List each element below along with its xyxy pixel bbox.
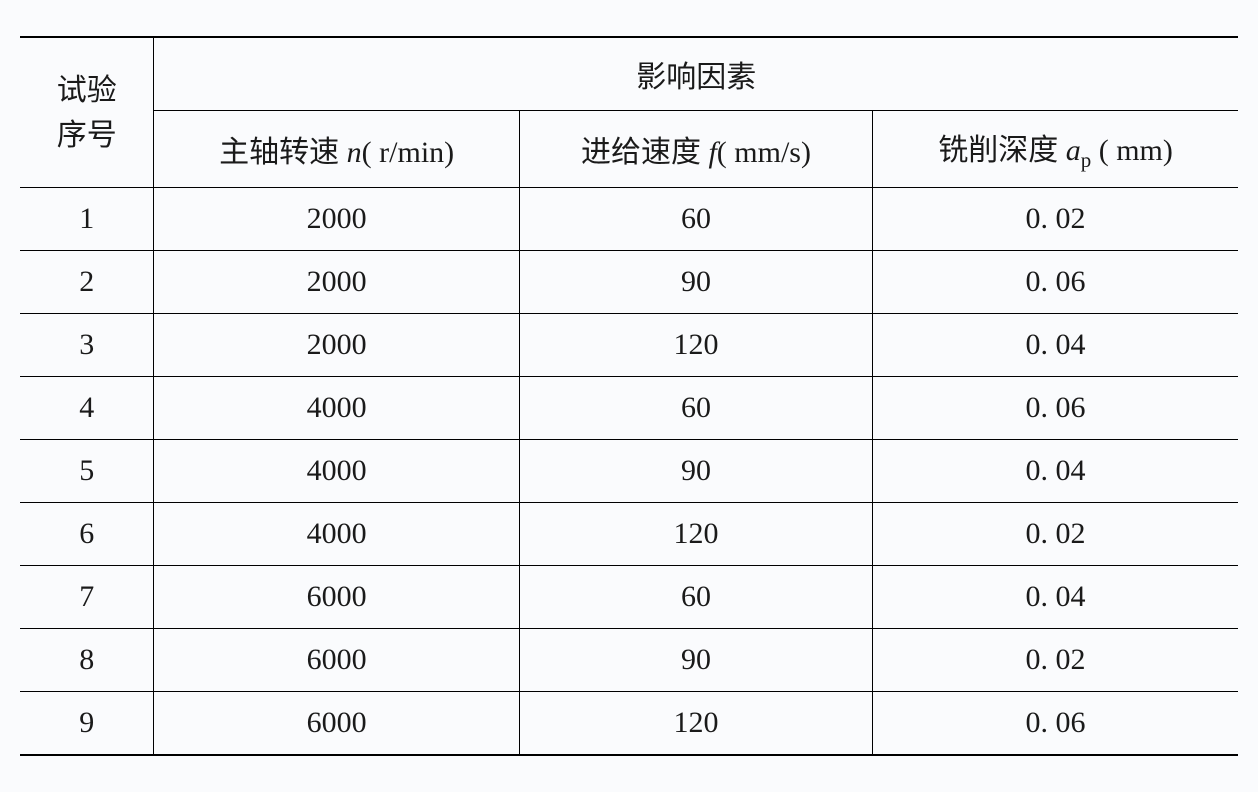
cell-feed: 120 — [519, 503, 872, 566]
cell-depth: 0. 06 — [873, 692, 1238, 756]
cell-depth: 0. 04 — [873, 440, 1238, 503]
cell-spindle: 4000 — [154, 440, 519, 503]
header-spindle-unit: ( r/min) — [362, 136, 454, 169]
experiment-table-container: 试验 序号 影响因素 主轴转速 n( r/min) 进给速度 f( mm/s) … — [20, 36, 1238, 756]
cell-spindle: 4000 — [154, 377, 519, 440]
cell-seq: 9 — [20, 692, 154, 756]
cell-feed: 120 — [519, 692, 872, 756]
table-row: 3 2000 120 0. 04 — [20, 314, 1238, 377]
header-row-1: 试验 序号 影响因素 — [20, 37, 1238, 111]
header-feed-var: f — [708, 136, 716, 169]
table-header: 试验 序号 影响因素 主轴转速 n( r/min) 进给速度 f( mm/s) … — [20, 37, 1238, 188]
cell-depth: 0. 02 — [873, 188, 1238, 251]
cell-feed: 90 — [519, 440, 872, 503]
header-row-2: 主轴转速 n( r/min) 进给速度 f( mm/s) 铣削深度 ap ( m… — [20, 111, 1238, 188]
table-row: 6 4000 120 0. 02 — [20, 503, 1238, 566]
cell-seq: 3 — [20, 314, 154, 377]
header-depth-sub: p — [1081, 148, 1092, 172]
cell-seq: 2 — [20, 251, 154, 314]
header-spindle-var: n — [347, 136, 362, 169]
header-feed-prefix: 进给速度 — [581, 136, 709, 169]
cell-depth: 0. 02 — [873, 629, 1238, 692]
cell-spindle: 2000 — [154, 188, 519, 251]
table-row: 4 4000 60 0. 06 — [20, 377, 1238, 440]
table-row: 9 6000 120 0. 06 — [20, 692, 1238, 756]
cell-spindle: 4000 — [154, 503, 519, 566]
cell-feed: 90 — [519, 629, 872, 692]
cell-feed: 90 — [519, 251, 872, 314]
cell-depth: 0. 02 — [873, 503, 1238, 566]
cell-feed: 120 — [519, 314, 872, 377]
cell-seq: 5 — [20, 440, 154, 503]
cell-seq: 1 — [20, 188, 154, 251]
header-spindle: 主轴转速 n( r/min) — [154, 111, 519, 188]
cell-seq: 6 — [20, 503, 154, 566]
cell-depth: 0. 06 — [873, 377, 1238, 440]
cell-seq: 8 — [20, 629, 154, 692]
cell-spindle: 6000 — [154, 629, 519, 692]
table-row: 2 2000 90 0. 06 — [20, 251, 1238, 314]
cell-feed: 60 — [519, 566, 872, 629]
header-factors-label: 影响因素 — [636, 61, 756, 94]
table-row: 1 2000 60 0. 02 — [20, 188, 1238, 251]
cell-seq: 7 — [20, 566, 154, 629]
cell-depth: 0. 06 — [873, 251, 1238, 314]
experiment-table: 试验 序号 影响因素 主轴转速 n( r/min) 进给速度 f( mm/s) … — [20, 36, 1238, 756]
cell-depth: 0. 04 — [873, 566, 1238, 629]
cell-depth: 0. 04 — [873, 314, 1238, 377]
header-depth-prefix: 铣削深度 — [938, 134, 1066, 167]
header-feed-unit: ( mm/s) — [717, 136, 811, 169]
table-row: 5 4000 90 0. 04 — [20, 440, 1238, 503]
header-depth: 铣削深度 ap ( mm) — [873, 111, 1238, 188]
cell-spindle: 2000 — [154, 314, 519, 377]
table-row: 7 6000 60 0. 04 — [20, 566, 1238, 629]
header-seq-line2: 序号 — [57, 119, 117, 152]
cell-feed: 60 — [519, 188, 872, 251]
header-spindle-prefix: 主轴转速 — [219, 136, 347, 169]
header-feed: 进给速度 f( mm/s) — [519, 111, 872, 188]
cell-spindle: 2000 — [154, 251, 519, 314]
header-depth-var: a — [1066, 134, 1081, 167]
header-seq: 试验 序号 — [20, 37, 154, 188]
cell-seq: 4 — [20, 377, 154, 440]
cell-spindle: 6000 — [154, 566, 519, 629]
header-depth-unit: ( mm) — [1091, 134, 1173, 167]
header-factors-group: 影响因素 — [154, 37, 1238, 111]
cell-spindle: 6000 — [154, 692, 519, 756]
cell-feed: 60 — [519, 377, 872, 440]
table-body: 1 2000 60 0. 02 2 2000 90 0. 06 3 2000 1… — [20, 188, 1238, 756]
header-seq-line1: 试验 — [57, 74, 117, 107]
table-row: 8 6000 90 0. 02 — [20, 629, 1238, 692]
